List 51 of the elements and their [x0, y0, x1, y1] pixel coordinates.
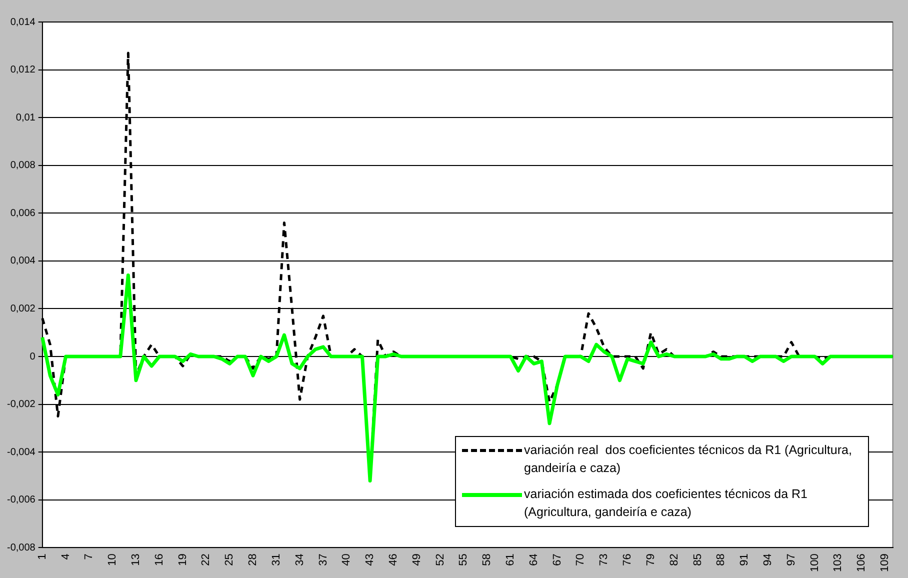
y-tick-label: 0,014	[10, 16, 36, 28]
x-tick-label: 61	[504, 554, 517, 566]
y-tick-label: 0,012	[10, 64, 36, 76]
y-tick-label: -0,002	[6, 399, 36, 410]
x-tick-label: 7	[83, 554, 96, 560]
y-tick-label: 0,008	[10, 160, 36, 172]
x-tick-label: 94	[762, 554, 774, 566]
y-tick-label: 0	[30, 351, 36, 362]
x-tick-label: 31	[270, 554, 282, 566]
y-tick-label: 0,01	[16, 112, 36, 124]
x-tick-label: 82	[668, 554, 680, 566]
x-tick-label: 28	[247, 554, 260, 566]
x-tick-label: 109	[879, 554, 892, 572]
x-tick-label: 43	[364, 554, 376, 566]
x-tick-label: 10	[106, 554, 119, 566]
x-tick-label: 106	[856, 554, 868, 572]
x-tick-label: 19	[176, 554, 189, 566]
x-tick-label: 70	[574, 554, 587, 566]
x-tick-label: 91	[738, 554, 751, 566]
x-tick-label: 1	[36, 554, 48, 560]
x-tick-label: 13	[130, 554, 142, 566]
y-tick-label: -0,008	[6, 542, 36, 554]
x-tick-label: 34	[294, 554, 306, 566]
x-tick-label: 55	[458, 554, 470, 566]
x-tick-label: 46	[387, 554, 400, 566]
x-tick-label: 85	[692, 554, 704, 566]
x-tick-label: 73	[598, 554, 610, 566]
x-tick-label: 100	[808, 554, 821, 572]
y-tick-label: 0,002	[10, 303, 36, 314]
x-tick-label: 4	[60, 554, 72, 560]
x-tick-label: 58	[481, 554, 494, 566]
legend-label: variación estimada dos coeficientes técnicos da R1 (Agricultura, gandeiría e caza)	[524, 486, 808, 521]
x-tick-label: 67	[551, 554, 564, 566]
x-tick-label: 40	[340, 554, 353, 566]
x-tick-label: 103	[832, 554, 844, 572]
x-tick-label: 76	[622, 554, 634, 566]
x-tick-label: 88	[715, 554, 728, 566]
x-tick-label: 97	[785, 554, 798, 566]
y-tick-label: 0,006	[10, 208, 36, 219]
legend-label: variación real dos coeficientes técnicos da R1 (Agricultura, gandeiría e caza)	[524, 442, 853, 477]
x-tick-label: 79	[644, 554, 657, 566]
x-tick-label: 37	[317, 554, 330, 566]
x-tick-label: 16	[153, 554, 166, 566]
x-tick-label: 25	[224, 554, 236, 566]
x-tick-label: 52	[434, 554, 446, 566]
y-tick-label: -0,004	[6, 446, 36, 458]
x-tick-label: 49	[410, 554, 423, 566]
x-tick-label: 22	[200, 554, 212, 566]
x-tick-label: 64	[528, 554, 540, 566]
y-tick-label: 0,004	[10, 256, 36, 267]
y-tick-label: -0,006	[6, 494, 36, 506]
